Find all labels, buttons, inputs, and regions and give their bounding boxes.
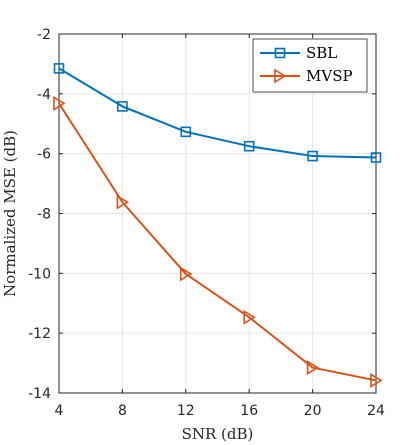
sbl-point xyxy=(370,152,382,163)
y-tick-label: -4 xyxy=(37,87,51,103)
y-tick-label: -12 xyxy=(28,326,51,342)
legend: SBL MVSP xyxy=(252,38,368,93)
x-tick-label: 24 xyxy=(367,403,385,419)
mvsp-point xyxy=(180,266,193,282)
y-tick-label: -2 xyxy=(37,27,51,43)
y-tick-label: -8 xyxy=(37,207,51,223)
grid xyxy=(58,33,377,394)
series-mvsp xyxy=(53,95,383,388)
legend-sbl-label: SBL xyxy=(306,44,337,62)
mvsp-point xyxy=(53,95,66,111)
series xyxy=(53,63,383,388)
y-tick-label: -6 xyxy=(37,147,51,163)
axis-ticks: 4 8 12 16 20 24 -2 -4 -6 -8 -10 -12 -14 xyxy=(28,27,385,419)
legend-mvsp-marker xyxy=(274,68,287,84)
mvsp-point xyxy=(116,194,129,210)
x-tick-label: 20 xyxy=(304,403,322,419)
x-tick-label: 16 xyxy=(240,403,258,419)
sbl-point xyxy=(180,126,192,138)
y-tick-label: -14 xyxy=(28,386,51,402)
series-sbl xyxy=(53,63,382,163)
mvsp-point xyxy=(306,360,320,375)
legend-box xyxy=(252,38,368,93)
legend-mvsp-label: MVSP xyxy=(306,67,353,85)
y-axis-label: Normalized MSE (dB) xyxy=(1,130,19,297)
x-tick-label: 4 xyxy=(55,403,64,419)
legend-sbl-marker xyxy=(274,47,286,59)
y-tick-label: -10 xyxy=(28,266,51,282)
x-tick-label: 8 xyxy=(118,403,127,419)
mvsp-line xyxy=(58,102,377,382)
mvsp-point xyxy=(370,373,383,388)
sbl-point xyxy=(243,140,255,152)
sbl-point xyxy=(117,101,128,112)
mvsp-point xyxy=(243,309,256,325)
x-tick-label: 12 xyxy=(177,403,195,419)
x-axis-label: SNR (dB) xyxy=(182,425,254,443)
sbl-point xyxy=(53,63,65,74)
sbl-line xyxy=(58,67,377,159)
sbl-point xyxy=(307,150,318,162)
